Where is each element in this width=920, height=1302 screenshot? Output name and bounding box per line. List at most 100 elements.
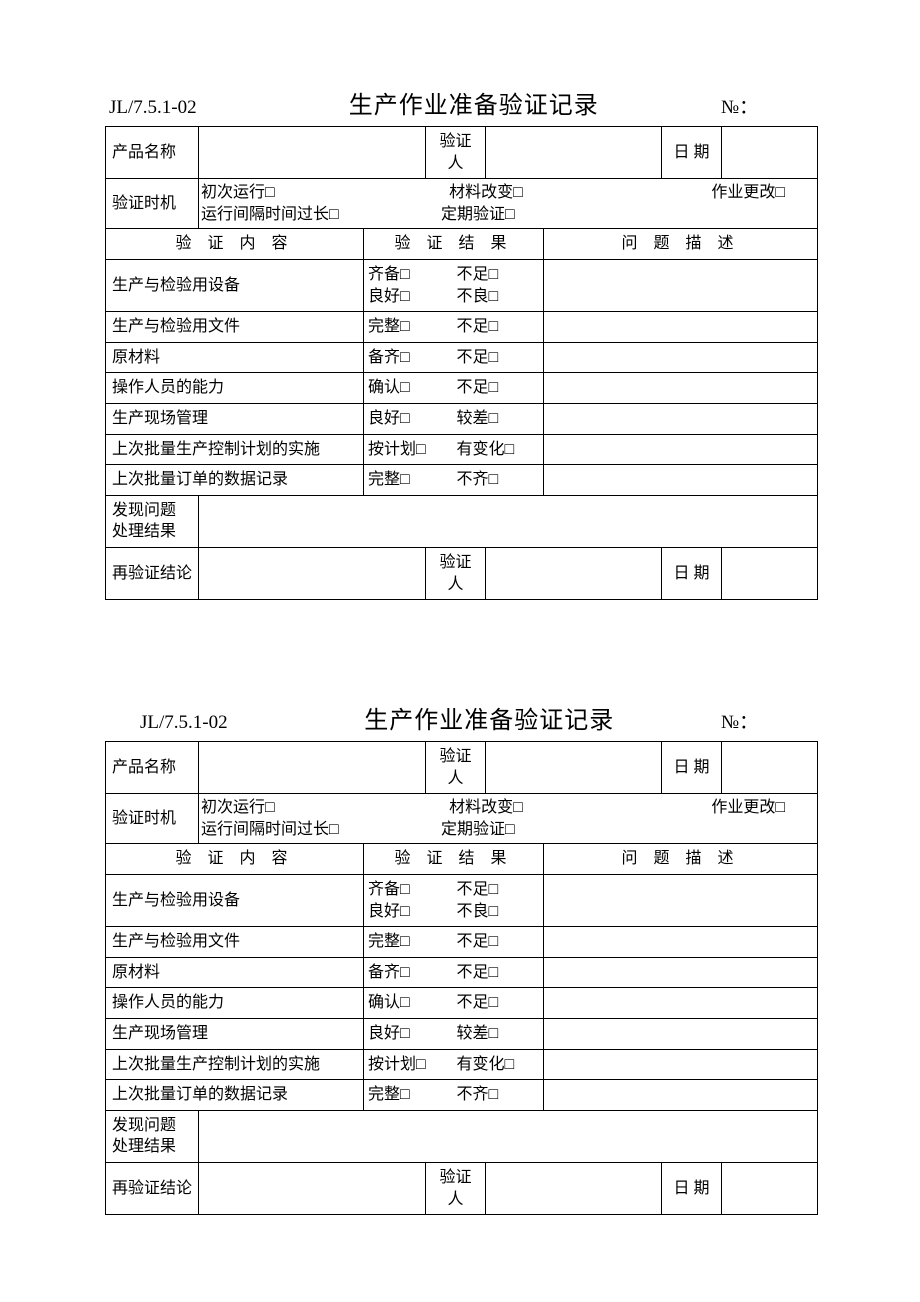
- item-problem[interactable]: [544, 957, 818, 988]
- item-problem[interactable]: [544, 875, 818, 927]
- document-code: JL/7.5.1-02: [140, 712, 228, 734]
- header-problem: 问 题 描 述: [544, 844, 818, 875]
- form-header: JL/7.5.1-02 生产作业准备验证记录 №：: [105, 700, 815, 735]
- item-name: 生产与检验用设备: [106, 259, 364, 311]
- footer-date-label: 日 期: [662, 547, 722, 599]
- item-result[interactable]: 良好□ 较差□: [364, 1019, 544, 1050]
- item-result[interactable]: 齐备□ 不足□ 良好□ 不良□: [364, 875, 544, 927]
- row-footer: 再验证结论 验证人 日 期: [106, 1163, 818, 1215]
- item-row: 操作人员的能力 确认□ 不足□: [106, 373, 818, 404]
- item-result[interactable]: 齐备□ 不足□ 良好□ 不良□: [364, 259, 544, 311]
- header-problem: 问 题 描 述: [544, 229, 818, 260]
- header-result: 验 证 结 果: [364, 844, 544, 875]
- verifier-value[interactable]: [486, 127, 662, 179]
- item-problem[interactable]: [544, 259, 818, 311]
- footer-verifier-label: 验证人: [426, 547, 486, 599]
- header-content: 验 证 内 容: [106, 229, 364, 260]
- verifier-label: 验证人: [426, 742, 486, 794]
- item-name: 生产与检验用文件: [106, 312, 364, 343]
- item-problem[interactable]: [544, 1080, 818, 1111]
- conclusion-label: 再验证结论: [106, 1163, 199, 1215]
- date-value[interactable]: [722, 127, 818, 179]
- item-result[interactable]: 备齐□ 不足□: [364, 957, 544, 988]
- item-name: 原材料: [106, 957, 364, 988]
- item-result[interactable]: 完整□ 不齐□: [364, 1080, 544, 1111]
- conclusion-value[interactable]: [199, 547, 426, 599]
- item-row: 生产与检验用设备 齐备□ 不足□ 良好□ 不良□: [106, 259, 818, 311]
- item-name: 上次批量生产控制计划的实施: [106, 1049, 364, 1080]
- product-label: 产品名称: [106, 742, 199, 794]
- item-result[interactable]: 备齐□ 不足□: [364, 342, 544, 373]
- footer-date-value[interactable]: [722, 1163, 818, 1215]
- item-name: 操作人员的能力: [106, 373, 364, 404]
- item-problem[interactable]: [544, 927, 818, 958]
- item-row: 生产现场管理 良好□ 较差□: [106, 403, 818, 434]
- issue-label: 发现问题 处理结果: [106, 495, 199, 547]
- item-row: 上次批量订单的数据记录 完整□ 不齐□: [106, 1080, 818, 1111]
- footer-verifier-label: 验证人: [426, 1163, 486, 1215]
- item-result[interactable]: 完整□ 不足□: [364, 927, 544, 958]
- item-result[interactable]: 确认□ 不足□: [364, 988, 544, 1019]
- item-name: 原材料: [106, 342, 364, 373]
- item-name: 生产与检验用设备: [106, 875, 364, 927]
- item-name: 上次批量生产控制计划的实施: [106, 434, 364, 465]
- item-row: 生产与检验用文件 完整□ 不足□: [106, 927, 818, 958]
- item-result[interactable]: 确认□ 不足□: [364, 373, 544, 404]
- item-problem[interactable]: [544, 1019, 818, 1050]
- row-issue: 发现问题 处理结果: [106, 1110, 818, 1162]
- item-row: 操作人员的能力 确认□ 不足□: [106, 988, 818, 1019]
- form-record-2: JL/7.5.1-02 生产作业准备验证记录 №： 产品名称 验证人 日 期 验…: [105, 700, 815, 1215]
- timing-options[interactable]: 初次运行□ 材料改变□ 作业更改□ 运行间隔时间过长□ 定期验证□: [199, 179, 818, 229]
- item-problem[interactable]: [544, 434, 818, 465]
- form-table: 产品名称 验证人 日 期 验证时机 初次运行□ 材料改变□ 作业更改□ 运行间隔…: [105, 741, 818, 1215]
- item-result[interactable]: 良好□ 较差□: [364, 403, 544, 434]
- verifier-label: 验证人: [426, 127, 486, 179]
- timing-label: 验证时机: [106, 794, 199, 844]
- product-value[interactable]: [199, 127, 426, 179]
- item-problem[interactable]: [544, 312, 818, 343]
- product-label: 产品名称: [106, 127, 199, 179]
- item-name: 上次批量订单的数据记录: [106, 465, 364, 496]
- row-product: 产品名称 验证人 日 期: [106, 742, 818, 794]
- row-issue: 发现问题 处理结果: [106, 495, 818, 547]
- issue-label: 发现问题 处理结果: [106, 1110, 199, 1162]
- footer-verifier-value[interactable]: [486, 547, 662, 599]
- item-row: 上次批量生产控制计划的实施 按计划□ 有变化□: [106, 434, 818, 465]
- item-problem[interactable]: [544, 988, 818, 1019]
- footer-verifier-value[interactable]: [486, 1163, 662, 1215]
- conclusion-value[interactable]: [199, 1163, 426, 1215]
- form-title: 生产作业准备验证记录: [258, 700, 721, 735]
- item-problem[interactable]: [544, 373, 818, 404]
- item-result[interactable]: 按计划□ 有变化□: [364, 1049, 544, 1080]
- item-row: 生产现场管理 良好□ 较差□: [106, 1019, 818, 1050]
- item-row: 上次批量生产控制计划的实施 按计划□ 有变化□: [106, 1049, 818, 1080]
- document-number-label: №：: [721, 92, 811, 119]
- item-problem[interactable]: [544, 342, 818, 373]
- item-name: 生产现场管理: [106, 1019, 364, 1050]
- date-label: 日 期: [662, 742, 722, 794]
- product-value[interactable]: [199, 742, 426, 794]
- timing-options[interactable]: 初次运行□ 材料改变□ 作业更改□ 运行间隔时间过长□ 定期验证□: [199, 794, 818, 844]
- item-result[interactable]: 完整□ 不齐□: [364, 465, 544, 496]
- footer-date-value[interactable]: [722, 547, 818, 599]
- item-name: 操作人员的能力: [106, 988, 364, 1019]
- item-row: 生产与检验用设备 齐备□ 不足□ 良好□ 不良□: [106, 875, 818, 927]
- item-result[interactable]: 按计划□ 有变化□: [364, 434, 544, 465]
- issue-value[interactable]: [199, 1110, 818, 1162]
- item-result[interactable]: 完整□ 不足□: [364, 312, 544, 343]
- form-record-1: JL/7.5.1-02 生产作业准备验证记录 №： 产品名称 验证人 日 期 验…: [105, 85, 815, 600]
- row-headers: 验 证 内 容 验 证 结 果 问 题 描 述: [106, 229, 818, 260]
- row-timing: 验证时机 初次运行□ 材料改变□ 作业更改□ 运行间隔时间过长□ 定期验证□: [106, 179, 818, 229]
- item-name: 生产现场管理: [106, 403, 364, 434]
- item-problem[interactable]: [544, 403, 818, 434]
- timing-label: 验证时机: [106, 179, 199, 229]
- item-problem[interactable]: [544, 465, 818, 496]
- document-number-label: №：: [721, 707, 811, 734]
- verifier-value[interactable]: [486, 742, 662, 794]
- date-value[interactable]: [722, 742, 818, 794]
- form-title: 生产作业准备验证记录: [227, 85, 721, 120]
- issue-value[interactable]: [199, 495, 818, 547]
- item-problem[interactable]: [544, 1049, 818, 1080]
- row-footer: 再验证结论 验证人 日 期: [106, 547, 818, 599]
- row-headers: 验 证 内 容 验 证 结 果 问 题 描 述: [106, 844, 818, 875]
